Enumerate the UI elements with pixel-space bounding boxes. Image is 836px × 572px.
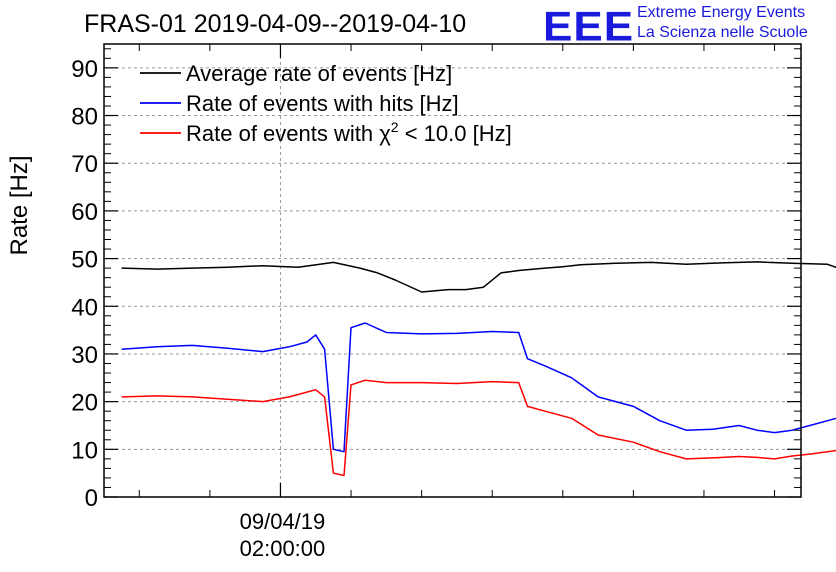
y-tick-label: 90 (71, 56, 98, 83)
y-tick-label: 10 (71, 437, 98, 464)
legend-label-hits: Rate of events with hits [Hz] (186, 91, 459, 116)
y-tick-label: 40 (71, 294, 98, 321)
series-average-line (121, 261, 836, 293)
y-tick-label: 70 (71, 151, 98, 178)
tick-labels: 010203040506070809009/04/1902:00:0010/04… (71, 56, 326, 561)
chart-title: FRAS-01 2019-04-09--2019-04-10 (84, 10, 467, 38)
x-tick-label: 09/04/19 (240, 509, 326, 534)
y-tick-label: 80 (71, 104, 98, 131)
series-chi2-line (121, 379, 836, 477)
y-tick-label: 30 (71, 342, 98, 369)
legend-label-chi2: Rate of events with χ2 < 10.0 [Hz] (186, 119, 512, 146)
y-tick-label: 0 (85, 485, 98, 512)
legend-label-average: Average rate of events [Hz] (186, 61, 452, 86)
y-tick-label: 20 (71, 390, 98, 417)
grid-lines (104, 44, 801, 497)
plot-frame (103, 43, 802, 498)
series-hits-line (121, 322, 836, 453)
y-tick-label: 60 (71, 199, 98, 226)
x-tick-label: 02:00:00 (240, 536, 326, 561)
y-tick-label: 50 (71, 247, 98, 274)
y-axis-label: Rate [Hz] (6, 155, 33, 255)
series-lines (121, 261, 836, 477)
axis-ticks (104, 44, 801, 498)
legend: Average rate of events [Hz] Rate of event… (140, 61, 512, 146)
organization-name: Extreme Energy Events (637, 4, 806, 21)
organization-subtitle: La Scienza nelle Scuole (637, 24, 808, 41)
eee-logo: EEE (543, 3, 635, 50)
